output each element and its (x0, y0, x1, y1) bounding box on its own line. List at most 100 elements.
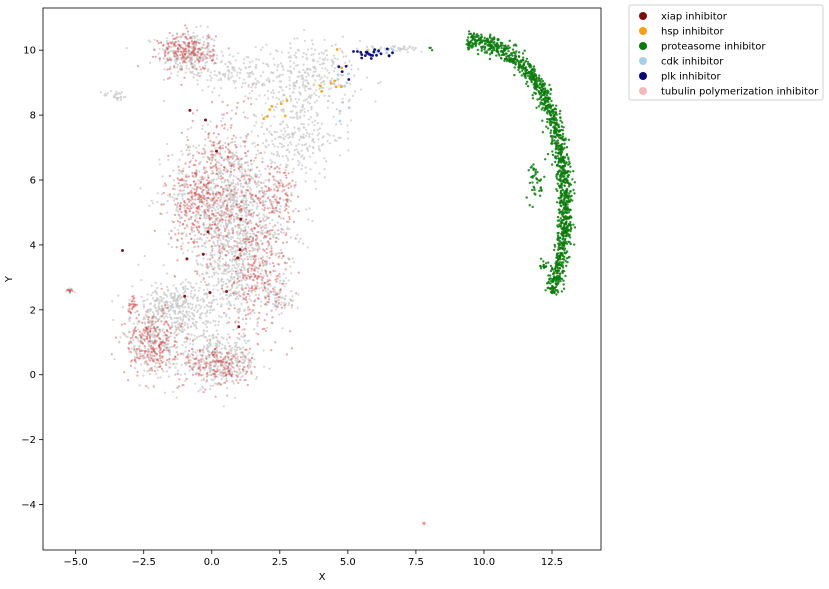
background-point (192, 195, 195, 198)
background-point (155, 309, 158, 312)
tubulin-point (180, 35, 183, 38)
background-point (243, 291, 246, 294)
tubulin-point (224, 356, 227, 359)
background-point (195, 321, 198, 324)
background-point (298, 161, 301, 164)
background-point (278, 281, 281, 284)
tubulin-point (224, 264, 227, 267)
tubulin-point (207, 176, 210, 179)
background-point (191, 67, 194, 70)
background-point (250, 97, 253, 100)
background-point (199, 52, 202, 55)
tubulin-point (129, 311, 132, 314)
background-point (232, 215, 235, 218)
tubulin-point (211, 192, 215, 195)
tubulin-point (190, 347, 193, 351)
tubulin-point (256, 241, 259, 244)
background-point (248, 255, 251, 258)
background-point (216, 241, 219, 244)
background-point (215, 336, 218, 339)
background-point (229, 367, 232, 370)
background-point (333, 57, 336, 60)
background-point (304, 89, 307, 92)
tubulin-point (247, 274, 250, 277)
background-point (220, 78, 223, 81)
background-point (119, 92, 122, 95)
tubulin-point (277, 263, 280, 266)
tubulin-point (266, 197, 270, 200)
tubulin-point (192, 52, 196, 55)
background-point (258, 287, 261, 290)
background-point (186, 323, 189, 326)
background-point (238, 226, 241, 229)
tubulin-point (282, 254, 285, 258)
background-point (255, 254, 258, 258)
background-point (263, 151, 266, 154)
background-point (189, 159, 193, 162)
background-point (312, 65, 315, 68)
tubulin-point (221, 287, 224, 290)
background-point (197, 230, 201, 233)
background-point (229, 294, 232, 297)
tubulin-point (133, 348, 136, 351)
tubulin-point (175, 36, 179, 39)
background-point (255, 377, 258, 381)
background-point (229, 76, 232, 79)
background-point (294, 207, 297, 210)
tubulin-point (192, 180, 195, 183)
background-point (220, 374, 223, 377)
tubulin-point (204, 211, 207, 214)
background-point (225, 195, 228, 198)
background-point (242, 259, 245, 262)
tubulin-point (287, 172, 290, 175)
background-point (316, 74, 319, 77)
tubulin-point (193, 188, 196, 191)
background-point (324, 67, 327, 70)
tubulin-point (167, 349, 170, 352)
background-point (139, 352, 142, 355)
background-point (174, 50, 177, 53)
background-point (128, 298, 131, 301)
background-point (213, 230, 216, 233)
background-point (318, 52, 321, 56)
background-point (217, 280, 220, 283)
background-point (229, 248, 232, 251)
background-point (234, 249, 237, 252)
background-point (273, 108, 276, 111)
background-point (227, 189, 230, 192)
background-point (286, 69, 289, 72)
tubulin-point (257, 230, 260, 234)
tubulin-point (191, 119, 194, 123)
background-point (140, 295, 143, 298)
tubulin-point (204, 362, 207, 365)
background-point (286, 126, 289, 129)
tubulin-point (175, 328, 178, 331)
background-point (215, 136, 218, 139)
tubulin-point (160, 287, 163, 290)
background-point (166, 199, 169, 203)
background-point (324, 57, 327, 60)
background-point (189, 282, 192, 285)
tubulin-point (228, 336, 231, 339)
background-point (233, 140, 236, 143)
background-point (273, 183, 276, 186)
tubulin-point (193, 362, 196, 365)
background-point (215, 298, 218, 301)
background-point (112, 318, 115, 322)
background-point (253, 328, 256, 331)
background-point (228, 221, 231, 225)
background-point (264, 289, 267, 292)
background-point (192, 145, 195, 148)
tubulin-point (215, 169, 218, 172)
background-point (159, 282, 163, 285)
background-point (166, 288, 169, 292)
background-point (202, 332, 206, 335)
background-point (310, 39, 313, 42)
background-point (207, 48, 210, 51)
background-point (195, 73, 198, 77)
background-point (211, 302, 214, 305)
background-point (241, 140, 244, 143)
background-point (301, 74, 304, 77)
background-point (287, 304, 290, 307)
background-point (329, 87, 332, 90)
